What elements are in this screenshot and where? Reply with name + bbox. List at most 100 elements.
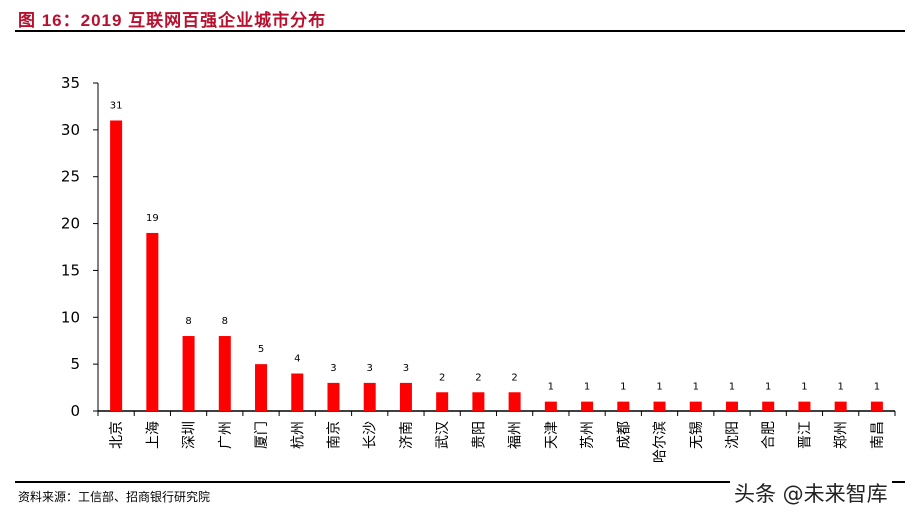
bar-value-label: 1 [765, 382, 771, 393]
svg-text:长沙: 长沙 [363, 421, 379, 449]
svg-text:郑州: 郑州 [834, 421, 850, 449]
bar-value-label: 1 [656, 382, 662, 393]
bar [870, 401, 883, 411]
bar [508, 392, 521, 411]
category-label: 武汉 [435, 421, 451, 449]
bar [689, 401, 702, 411]
bar-value-label: 2 [475, 372, 481, 383]
bar-value-label: 1 [874, 382, 880, 393]
svg-text:杭州: 杭州 [290, 421, 306, 449]
bar-value-label: 19 [146, 213, 159, 224]
svg-text:哈尔滨: 哈尔滨 [653, 421, 669, 463]
bar [218, 336, 231, 411]
svg-text:南昌: 南昌 [870, 421, 886, 449]
y-tick-label: 15 [61, 261, 80, 279]
y-tick-label: 10 [61, 308, 80, 326]
category-label: 沈阳 [725, 421, 741, 449]
bar-series [110, 120, 883, 411]
category-label: 无锡 [689, 421, 705, 449]
bar [544, 401, 557, 411]
bar [182, 336, 195, 411]
svg-text:广州: 广州 [218, 421, 234, 449]
bar-value-label: 3 [330, 363, 336, 374]
category-label: 苏州 [580, 421, 596, 449]
y-tick-label: 0 [70, 402, 80, 420]
svg-text:深圳: 深圳 [182, 421, 198, 449]
y-tick-label: 20 [61, 215, 80, 233]
title-divider [15, 30, 905, 32]
category-labels: 北京 上海 深圳 广州 厦门 杭州 南京 长沙 济南 武汉 贵阳 福州 天津 苏州 成都 哈尔滨 无锡 沈阳 合肥晋… [109, 421, 886, 463]
category-label: 晋江 [797, 421, 813, 449]
bar-value-label: 8 [185, 316, 191, 327]
category-label: 济南 [399, 421, 415, 449]
svg-text:晋江: 晋江 [797, 421, 813, 449]
bar [255, 364, 268, 411]
svg-text:南京: 南京 [326, 421, 342, 449]
bar-value-label: 4 [294, 354, 300, 365]
bar [834, 401, 847, 411]
svg-text:沈阳: 沈阳 [725, 421, 741, 449]
category-label: 福州 [508, 421, 524, 449]
y-tick-label: 35 [61, 74, 80, 92]
bar-value-label: 1 [584, 382, 590, 393]
y-tick-label: 5 [70, 355, 80, 373]
svg-text:福州: 福州 [508, 421, 524, 449]
category-label: 郑州 [834, 421, 850, 449]
svg-text:北京: 北京 [109, 421, 125, 449]
category-label: 北京 [109, 421, 125, 449]
svg-text:合肥: 合肥 [761, 421, 777, 449]
category-label: 杭州 [290, 421, 306, 449]
svg-text:贵阳: 贵阳 [471, 421, 487, 449]
bar [472, 392, 485, 411]
svg-text:无锡: 无锡 [689, 421, 705, 449]
svg-text:成都: 成都 [616, 421, 632, 449]
svg-text:武汉: 武汉 [435, 421, 451, 449]
svg-text:厦门: 厦门 [254, 421, 270, 449]
bar [110, 120, 123, 411]
category-label: 贵阳 [471, 421, 487, 449]
category-label: 成都 [616, 421, 632, 449]
svg-text:济南: 济南 [399, 421, 415, 449]
bar-value-label: 3 [403, 363, 409, 374]
bar [327, 382, 340, 411]
bar-value-label: 2 [439, 372, 445, 383]
bar-value-label: 1 [801, 382, 807, 393]
bar-value-label: 1 [548, 382, 554, 393]
bar-value-label: 1 [729, 382, 735, 393]
bar [146, 232, 159, 411]
category-label: 深圳 [182, 421, 198, 449]
category-label: 哈尔滨 [653, 421, 669, 463]
figure-title: 图 16：2019 互联网百强企业城市分布 [18, 11, 327, 30]
category-label: 长沙 [363, 421, 379, 449]
bar [399, 382, 412, 411]
svg-text:天津: 天津 [544, 421, 560, 449]
bar-value-label: 5 [258, 344, 264, 355]
category-label: 上海 [145, 421, 161, 449]
bar [725, 401, 738, 411]
y-tick-label: 30 [61, 121, 80, 139]
bar [617, 401, 630, 411]
x-axis [97, 410, 896, 416]
watermark: 头条 @未来智库 [730, 478, 892, 508]
category-label: 广州 [218, 421, 234, 449]
bar-value-label: 31 [110, 100, 123, 111]
bar-value-label: 1 [693, 382, 699, 393]
bar-value-label: 2 [511, 372, 517, 383]
svg-text:上海: 上海 [145, 421, 161, 449]
bar-value-label: 1 [837, 382, 843, 393]
bar [653, 401, 666, 411]
bar [798, 401, 811, 411]
bar [291, 373, 304, 411]
bar-value-label: 3 [367, 363, 373, 374]
y-tick-label: 25 [61, 168, 80, 186]
category-label: 南昌 [870, 421, 886, 449]
data-labels: 31 19 8 8 5 4 3 3 3 2 2 2 1 1 1 1 1 1 1 1 1 1 [110, 100, 880, 392]
category-label: 厦门 [254, 421, 270, 449]
bar-value-label: 1 [620, 382, 626, 393]
bar [762, 401, 775, 411]
source-note: 资料来源：工信部、招商银行研究院 [18, 490, 211, 504]
bar [581, 401, 594, 411]
category-label: 南京 [326, 421, 342, 449]
svg-text:苏州: 苏州 [580, 421, 596, 449]
